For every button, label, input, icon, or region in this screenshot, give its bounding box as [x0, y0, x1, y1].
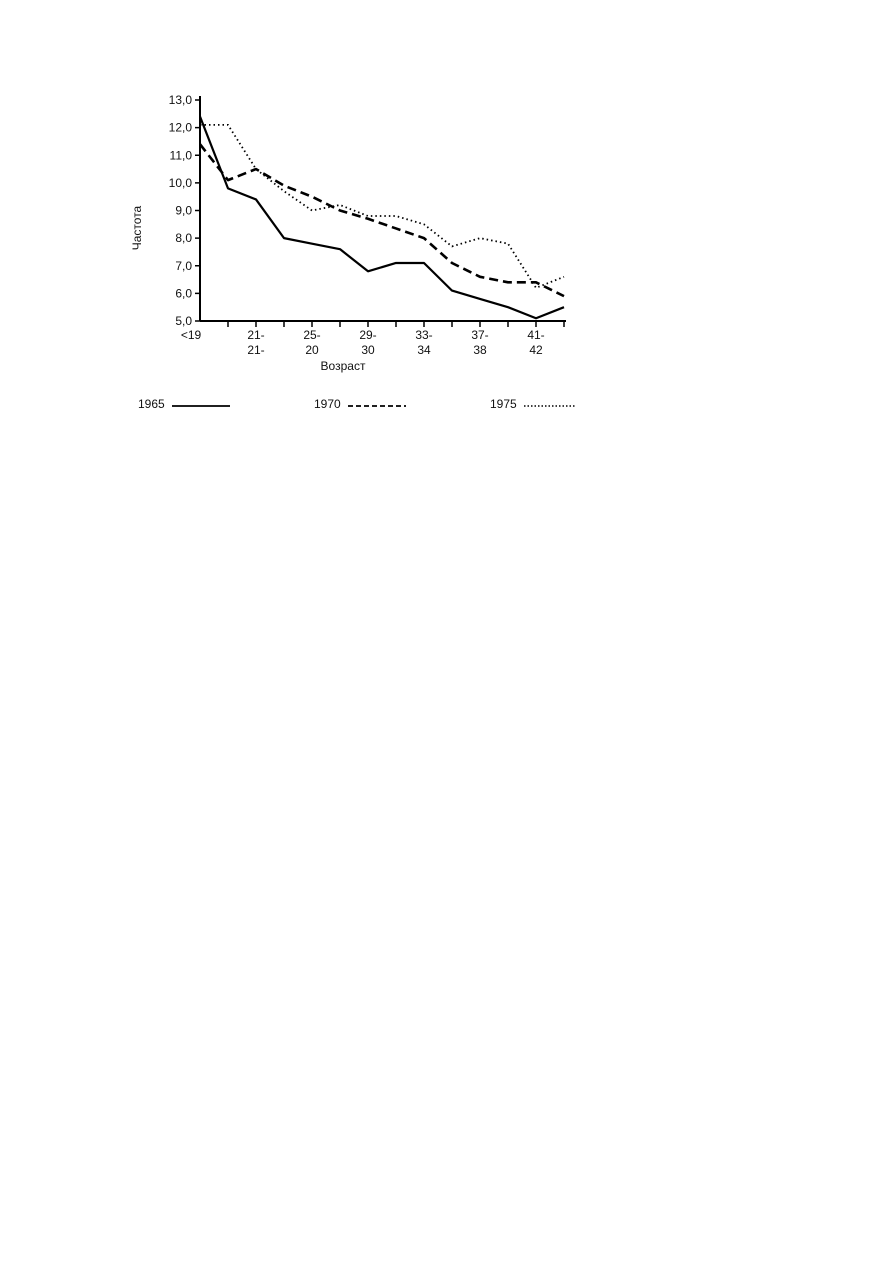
- y-tick-label: 6,0: [175, 286, 192, 300]
- x-tick-label-line: 21-: [247, 343, 264, 357]
- x-tick-label-line: 34: [417, 343, 431, 357]
- x-tick-label-line: 30: [361, 343, 375, 357]
- y-tick-label: 12,0: [169, 121, 193, 135]
- y-axis-label: Частота: [130, 205, 144, 250]
- x-tick-label: 29-30: [359, 328, 376, 357]
- y-tick-label: 8,0: [175, 231, 192, 245]
- legend-label: 1975: [490, 397, 517, 411]
- legend-label: 1970: [314, 397, 341, 411]
- x-tick-label: <19: [181, 328, 202, 342]
- x-tick-label-line: <19: [181, 328, 202, 342]
- x-tick-label-line: 41-: [527, 328, 544, 342]
- y-tick-label: 10,0: [169, 176, 193, 190]
- x-tick-label-line: 25-: [303, 328, 320, 342]
- x-tick-label-line: 20: [305, 343, 319, 357]
- x-tick-label-line: 33-: [415, 328, 432, 342]
- x-tick-label: 33-34: [415, 328, 432, 357]
- y-tick-label: 5,0: [175, 314, 192, 328]
- data-line: [198, 143, 565, 298]
- x-tick-label: 37-38: [471, 328, 488, 357]
- x-tick-label: 25-20: [303, 328, 320, 357]
- y-tick-label: 9,0: [175, 204, 192, 218]
- data-line: [198, 116, 565, 320]
- x-tick-label-line: 21-: [247, 328, 264, 342]
- y-tick-label: 13,0: [169, 93, 193, 107]
- y-tick-label: 7,0: [175, 259, 192, 273]
- y-tick-label: 11,0: [170, 148, 193, 162]
- x-tick-label-line: 38: [473, 343, 487, 357]
- data-line: [200, 123, 565, 289]
- x-tick-label-line: 42: [529, 343, 543, 357]
- legend-label: 1965: [138, 397, 165, 411]
- x-tick-label: 21-21-: [247, 328, 264, 357]
- x-axis-label: Возраст: [321, 359, 366, 373]
- x-tick-label: 41-42: [527, 328, 544, 357]
- x-tick-label-line: 37-: [471, 328, 488, 342]
- x-tick-label-line: 29-: [359, 328, 376, 342]
